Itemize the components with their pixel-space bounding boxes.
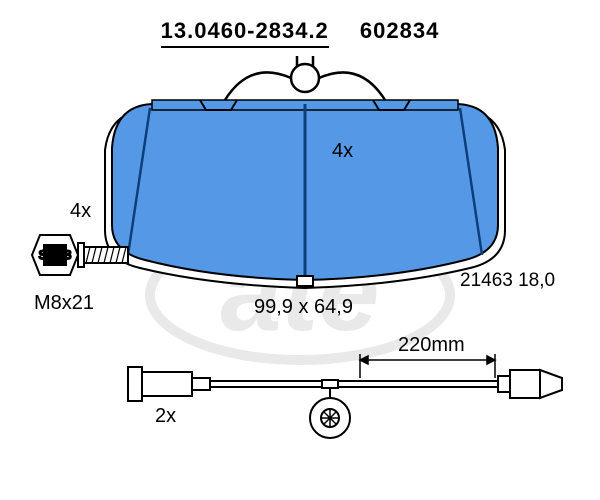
bolt-qty-label: 4x — [70, 200, 91, 223]
bolt-spec-label: M8x21 — [34, 292, 94, 315]
spring-clip — [225, 56, 385, 100]
brake-pad — [105, 100, 505, 288]
sensor-qty-label: 2x — [155, 405, 176, 428]
diagram-canvas: { "header": { "part_number_main": "13.04… — [0, 0, 600, 500]
pad-qty-label: 4x — [332, 140, 353, 163]
diagram-svg: ate SW13 — [0, 0, 600, 500]
bolt-hex-text: SW13 — [39, 248, 72, 262]
pad-ref-label: 21463 18,0 — [460, 270, 555, 292]
pad-dim-label: 99,9 x 64,9 — [254, 296, 353, 319]
wear-sensor — [128, 367, 562, 438]
sensor-length-label: 220mm — [398, 334, 465, 357]
length-dim — [360, 354, 495, 378]
